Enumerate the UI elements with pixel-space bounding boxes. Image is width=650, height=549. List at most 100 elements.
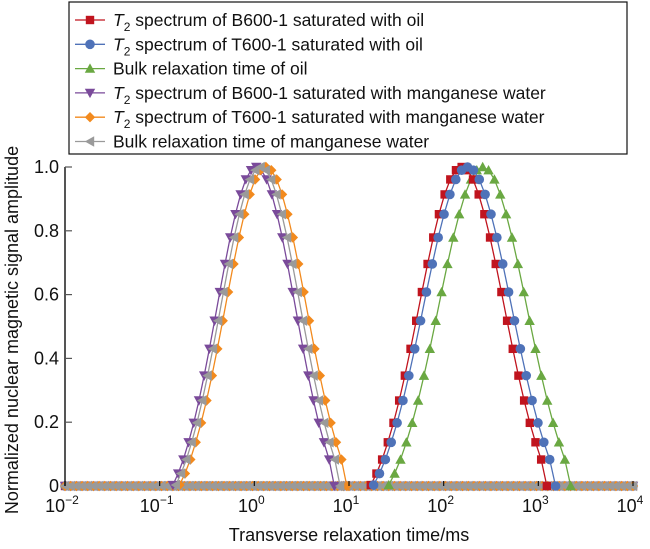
baseline-marker [258, 480, 268, 492]
data-point [407, 417, 418, 428]
data-point [404, 370, 414, 381]
legend-item: T2 spectrum of T600-1 saturated with oil [75, 34, 423, 58]
baseline-marker [457, 480, 467, 492]
data-point [427, 259, 438, 269]
data-point [424, 343, 436, 354]
data-point [374, 468, 385, 479]
baseline-marker [389, 480, 399, 492]
baseline-marker [213, 480, 223, 492]
baseline-marker [99, 480, 109, 492]
baseline-marker [508, 480, 518, 492]
legend-label: Bulk relaxation time of oil [113, 59, 308, 79]
baseline-marker [88, 480, 98, 492]
data-point [313, 418, 324, 429]
data-point [519, 396, 529, 405]
baseline-marker [497, 480, 507, 492]
y-tick-label: 0.8 [34, 221, 59, 241]
baseline-marker [133, 480, 144, 492]
data-point [308, 396, 319, 406]
data-point [491, 259, 500, 269]
data-point [509, 315, 520, 326]
data-point [271, 189, 281, 200]
data-point [547, 417, 559, 428]
baseline-marker [446, 480, 456, 492]
data-point [436, 286, 447, 297]
data-point [265, 174, 276, 185]
baseline-marker [440, 480, 450, 492]
data-point [308, 370, 318, 381]
baseline-marker [110, 480, 121, 492]
baseline-marker [65, 480, 75, 492]
data-point [318, 438, 330, 448]
baseline-marker [588, 480, 598, 492]
data-point [395, 454, 406, 464]
data-point [271, 210, 283, 220]
baseline-marker [127, 480, 138, 492]
legend: T2 spectrum of B600-1 saturated with oil… [68, 1, 628, 155]
data-point [492, 232, 502, 243]
legend-label: Bulk relaxation time of manganese water [113, 132, 429, 152]
data-point [486, 209, 496, 220]
legend-label: T2 spectrum of B600-1 saturated with man… [113, 83, 546, 107]
data-point [239, 189, 249, 200]
baseline-marker [491, 480, 501, 492]
series-line [175, 166, 341, 487]
baseline-marker [235, 480, 246, 492]
data-point [489, 174, 500, 184]
baseline-marker [150, 480, 161, 492]
data-point [191, 417, 202, 429]
baseline-marker [593, 480, 604, 492]
baseline-marker [207, 480, 217, 492]
data-point [303, 343, 313, 355]
x-tick-label: 103 [522, 493, 549, 516]
data-point [389, 468, 400, 478]
data-point [527, 395, 537, 406]
baseline-marker [622, 480, 632, 492]
data-point [434, 210, 444, 219]
baseline-marker [190, 480, 200, 492]
baseline-marker [463, 480, 473, 492]
series-3 [383, 161, 576, 491]
baseline-marker [411, 480, 422, 492]
data-point [448, 232, 459, 242]
data-point [313, 395, 324, 406]
data-point [533, 418, 543, 428]
data-point [287, 287, 298, 298]
data-point [175, 468, 186, 479]
legend-item: T2 spectrum of B600-1 saturated with man… [75, 83, 546, 107]
data-point [277, 233, 288, 243]
data-point [421, 287, 432, 297]
baseline-marker [116, 480, 126, 492]
baseline-marker [423, 480, 433, 492]
data-point [368, 480, 379, 490]
data-point [334, 480, 345, 492]
data-point [565, 480, 576, 491]
legend-marker [84, 88, 96, 99]
baseline-marker [576, 480, 587, 492]
data-point [266, 190, 278, 200]
baseline-marker [417, 480, 428, 492]
data-point [531, 438, 540, 447]
data-point [521, 370, 532, 381]
data-point [530, 343, 541, 354]
data-point [223, 258, 233, 270]
legend-item: T2 spectrum of T600-1 saturated with man… [75, 107, 545, 131]
baseline-marker [474, 480, 484, 492]
data-point [260, 164, 271, 176]
data-point [502, 316, 512, 325]
data-point [202, 370, 212, 381]
data-point [542, 395, 553, 405]
data-point [553, 437, 565, 447]
data-point [197, 395, 207, 406]
baseline-marker [480, 480, 490, 492]
data-point [276, 209, 286, 220]
y-tick-label: 0 [49, 476, 59, 496]
legend-marker [85, 15, 95, 25]
data-point [292, 286, 302, 298]
data-point [459, 189, 471, 199]
y-tick-label: 1.0 [34, 157, 59, 177]
baseline-marker [218, 480, 229, 492]
data-point [559, 454, 571, 464]
data-point [480, 189, 490, 200]
data-point [544, 454, 555, 465]
